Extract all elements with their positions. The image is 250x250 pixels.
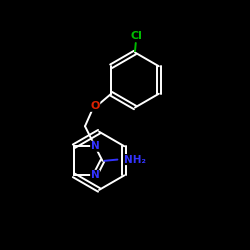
Text: N: N [90, 141, 100, 151]
Text: NH₂: NH₂ [124, 154, 146, 164]
Text: N: N [90, 170, 100, 180]
Text: Cl: Cl [130, 31, 142, 41]
Text: O: O [90, 101, 100, 111]
